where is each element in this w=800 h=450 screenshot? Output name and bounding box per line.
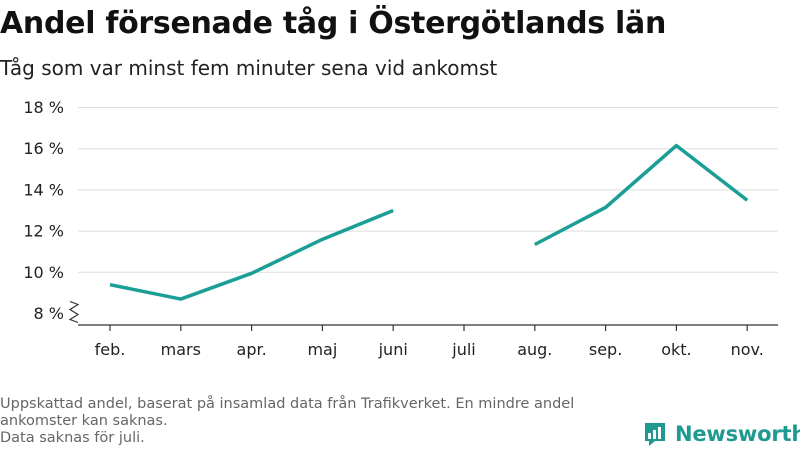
x-tick-label: maj (307, 340, 337, 359)
x-tick-label: aug. (517, 340, 552, 359)
y-tick-label: 16 % (23, 139, 64, 158)
x-tick-label: sep. (589, 340, 622, 359)
axis-break-icon (68, 300, 80, 324)
y-tick-label: 12 % (23, 222, 64, 241)
y-tick-label: 18 % (23, 98, 64, 117)
x-tick-label: mars (161, 340, 201, 359)
x-tick-label: okt. (661, 340, 691, 359)
footnote-source: Uppskattad andel, baserat på insamlad da… (0, 396, 575, 429)
series-line (533, 143, 749, 247)
x-tick-label: juli (451, 340, 475, 359)
x-tick-label: nov. (731, 340, 764, 359)
newsworthy-logo[interactable]: Newsworthy (643, 420, 800, 448)
footnote: Uppskattad andel, baserat på insamlad da… (0, 396, 630, 447)
x-tick-label: feb. (95, 340, 126, 359)
x-tick-label: apr. (237, 340, 267, 359)
x-tick-label: juni (378, 340, 408, 359)
chart-subtitle: Tåg som var minst fem minuter sena vid a… (0, 56, 498, 80)
series-line (109, 208, 394, 301)
y-tick-label: 8 % (34, 304, 64, 323)
y-tick-label: 14 % (23, 180, 64, 199)
chart-title: Andel försenade tåg i Östergötlands län (0, 6, 666, 41)
newsworthy-logo-icon (645, 423, 665, 446)
y-tick-label: 10 % (23, 263, 64, 282)
footnote-missing-data: Data saknas för juli. (0, 430, 145, 446)
logo-text: Newsworthy (675, 422, 800, 446)
